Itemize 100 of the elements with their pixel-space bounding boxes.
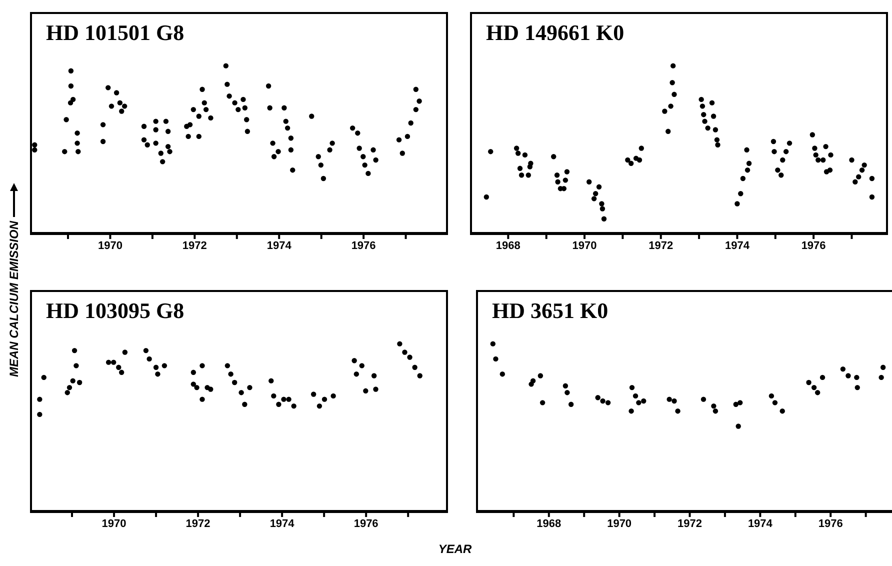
point — [291, 403, 296, 409]
point — [806, 380, 812, 386]
point — [200, 396, 205, 402]
point — [194, 384, 200, 390]
point — [371, 373, 377, 378]
point — [143, 348, 149, 354]
point — [564, 390, 570, 396]
x-tick-label: 1976 — [351, 240, 376, 252]
x-tick-label: 1976 — [818, 518, 843, 530]
x-tick-label: 1974 — [266, 240, 292, 252]
point — [402, 350, 408, 355]
point — [641, 398, 646, 404]
point — [711, 403, 716, 409]
x-tick-label: 1974 — [270, 518, 296, 530]
point — [768, 393, 774, 399]
point — [118, 370, 124, 376]
point — [111, 360, 116, 365]
point — [66, 384, 72, 390]
point — [242, 402, 248, 407]
x-tick-label: 1974 — [748, 518, 774, 530]
point — [208, 386, 214, 392]
point — [840, 366, 846, 372]
point — [122, 350, 128, 355]
point — [281, 396, 286, 402]
point — [780, 408, 785, 414]
x-tick-label: 1974 — [724, 240, 750, 252]
point — [276, 402, 282, 407]
point — [772, 400, 778, 406]
point — [359, 363, 364, 368]
x-tick-label: 1970 — [607, 518, 632, 530]
x-tick-label: 1972 — [182, 240, 207, 252]
point — [190, 382, 196, 387]
chart-title: HD 3651 K0 — [492, 298, 608, 324]
x-tick-label: 1972 — [678, 518, 702, 530]
point — [228, 371, 234, 377]
point — [538, 373, 544, 378]
chart-title: HD 101501 G8 — [46, 20, 184, 46]
point — [820, 374, 826, 380]
point — [155, 371, 160, 377]
point — [224, 363, 230, 368]
point — [153, 364, 159, 370]
point — [700, 396, 706, 402]
point — [675, 408, 680, 414]
point — [672, 398, 677, 404]
point — [322, 396, 328, 402]
point — [417, 373, 422, 378]
point — [733, 402, 738, 407]
point — [814, 390, 820, 396]
chart-title: HD 149661 K0 — [486, 20, 624, 46]
x-tick-label: 1968 — [496, 240, 520, 252]
point — [880, 364, 886, 370]
point — [106, 360, 112, 365]
point — [595, 395, 600, 400]
point — [70, 378, 76, 384]
point — [397, 341, 402, 346]
point — [605, 400, 611, 406]
x-tick-label: 1976 — [801, 240, 826, 252]
point — [666, 396, 672, 402]
point — [632, 393, 638, 399]
point — [286, 396, 292, 402]
point — [600, 398, 606, 404]
point — [854, 374, 860, 380]
point — [146, 356, 152, 362]
point — [811, 384, 817, 390]
point — [628, 408, 634, 414]
point — [407, 354, 412, 360]
x-tick-label: 1970 — [102, 518, 126, 530]
point — [493, 356, 498, 362]
x-axis-title: YEAR — [438, 542, 472, 556]
point — [41, 374, 46, 380]
point — [354, 371, 360, 377]
point — [74, 363, 79, 368]
point — [854, 384, 860, 390]
point — [352, 358, 357, 364]
point — [271, 393, 276, 399]
point — [316, 403, 322, 409]
point — [268, 378, 274, 384]
point — [562, 383, 568, 388]
point — [238, 390, 244, 396]
x-tick-label: 1968 — [536, 518, 562, 530]
point — [310, 392, 316, 397]
x-tick-label: 1976 — [354, 518, 378, 530]
point — [76, 380, 82, 386]
x-tick-label: 1972 — [648, 240, 674, 252]
point — [72, 348, 78, 354]
x-tick-label: 1970 — [98, 240, 122, 252]
point — [200, 363, 205, 368]
point — [540, 400, 546, 406]
point — [162, 363, 168, 368]
point — [373, 386, 378, 392]
point — [712, 408, 718, 414]
point — [738, 400, 743, 406]
point — [846, 373, 851, 378]
point — [530, 378, 536, 384]
point — [636, 400, 642, 406]
x-tick-label: 1972 — [186, 518, 210, 530]
point — [116, 364, 122, 370]
point — [37, 412, 42, 418]
point — [232, 380, 238, 386]
point — [736, 424, 741, 429]
